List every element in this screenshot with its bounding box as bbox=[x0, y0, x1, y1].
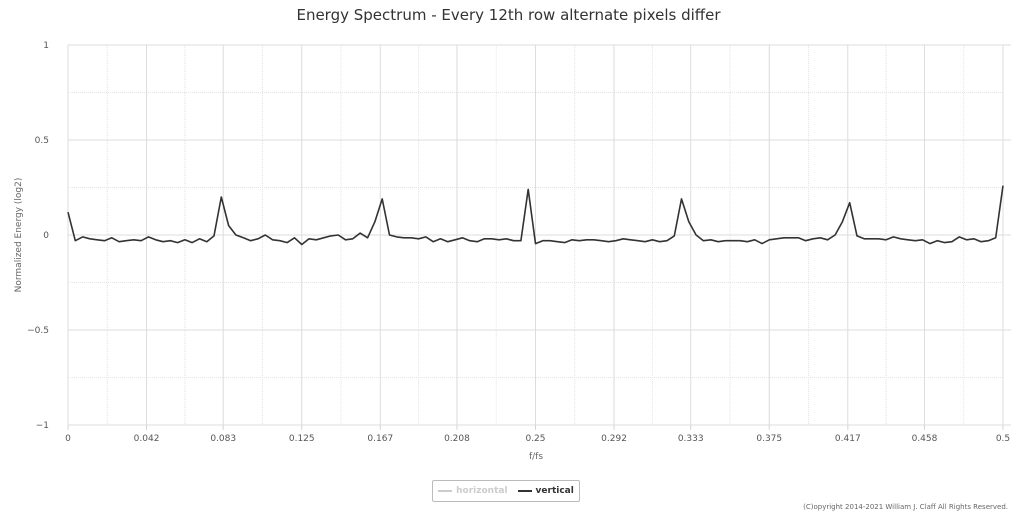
x-tick-label: 0.458 bbox=[912, 434, 938, 444]
legend-swatch-vertical bbox=[517, 490, 532, 492]
major-gridlines bbox=[67, 44, 1011, 426]
x-tick-label: 0.083 bbox=[210, 434, 236, 444]
x-tick-label: 0.167 bbox=[367, 434, 393, 444]
x-tick-label: 0.5 bbox=[996, 434, 1010, 444]
legend-label-vertical: vertical bbox=[535, 486, 574, 496]
x-tick-label: 0.292 bbox=[601, 434, 627, 444]
series-layer bbox=[67, 185, 1004, 246]
x-tick-label: 0.375 bbox=[756, 434, 782, 444]
x-axis-label: f/fs bbox=[529, 452, 543, 462]
legend-label-horizontal: horizontal bbox=[456, 486, 508, 496]
legend-item-horizontal[interactable]: horizontal bbox=[438, 486, 508, 496]
series-line-vertical bbox=[67, 185, 1004, 246]
x-tick-label: 0.417 bbox=[835, 434, 861, 444]
chart-title: Energy Spectrum - Every 12th row alterna… bbox=[296, 6, 721, 24]
x-tick-label: 0 bbox=[65, 434, 71, 444]
y-tick-label: 0 bbox=[43, 231, 49, 241]
legend-item-vertical[interactable]: vertical bbox=[517, 486, 574, 496]
x-tick-label: 0.333 bbox=[678, 434, 704, 444]
x-tick-label: 0.25 bbox=[525, 434, 545, 444]
y-tick-label: −0.5 bbox=[27, 326, 49, 336]
legend-swatch-horizontal bbox=[438, 490, 453, 492]
y-axis-ticks: −1 −0.5 0 0.5 1 bbox=[27, 41, 49, 431]
chart-legend: horizontal vertical bbox=[432, 480, 580, 502]
y-tick-label: 1 bbox=[43, 41, 49, 51]
copyright-credits: (C)opyright 2014-2021 William J. Claff A… bbox=[803, 503, 1008, 511]
y-tick-label: 0.5 bbox=[35, 136, 49, 146]
x-tick-label: 0.042 bbox=[134, 434, 160, 444]
y-tick-label: −1 bbox=[36, 421, 49, 431]
x-tick-label: 0.208 bbox=[444, 434, 470, 444]
x-axis-ticks: 0 0.042 0.083 0.125 0.167 0.208 0.25 0.292 0.333… bbox=[65, 425, 1010, 444]
x-tick-label: 0.125 bbox=[289, 434, 315, 444]
y-axis-label: Normalized Energy (log2) bbox=[14, 178, 24, 293]
